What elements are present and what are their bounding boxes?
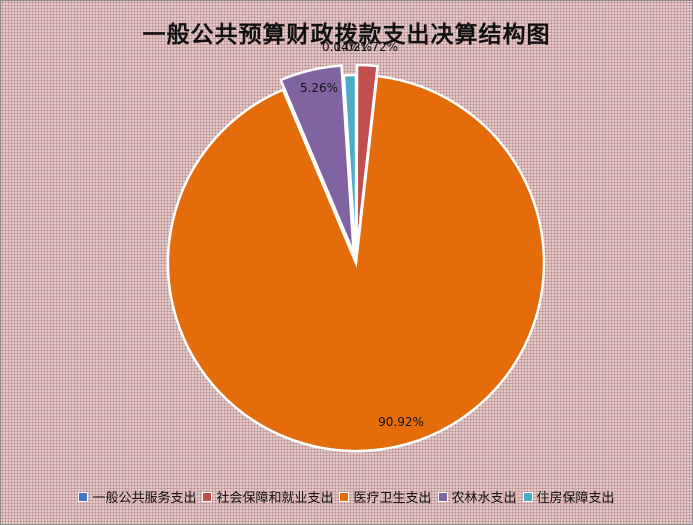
legend-label: 一般公共服务支出 (92, 491, 197, 506)
pie-slice-5 (342, 73, 358, 264)
chart-title: 一般公共预算财政拨款支出决算结构图 (142, 21, 551, 48)
legend-swatch (339, 491, 350, 502)
legend-item-5: 住房保障支出 (522, 487, 615, 506)
pie-slice-4 (279, 64, 355, 254)
legend-swatch (522, 491, 533, 502)
legend-label: 医疗卫生支出 (353, 491, 432, 506)
legend-item-2: 社会保障和就业支出 (202, 487, 333, 506)
legend-item-3: 医疗卫生支出 (339, 487, 432, 506)
legend-swatch (437, 491, 448, 502)
legend-item-4: 农林水支出 (437, 487, 517, 506)
legend-label: 农林水支出 (451, 491, 517, 506)
legend-swatch (78, 491, 89, 502)
data-label-3: 90.92% (378, 415, 424, 429)
legend-label: 社会保障和就业支出 (216, 491, 334, 506)
pie-slice-3 (166, 74, 546, 453)
legend-label: 住房保障支出 (536, 491, 615, 506)
data-label-1: 0.04% (322, 40, 360, 54)
data-label-4: 5.26% (300, 81, 338, 95)
legend: 一般公共服务支出 社会保障和就业支出 医疗卫生支出 农林水支出 住房保障支出 (1, 487, 692, 506)
data-label-5: 1.02% (334, 40, 372, 54)
legend-item-1: 一般公共服务支出 (78, 487, 196, 506)
data-label-2: 1.72% (360, 40, 398, 54)
legend-swatch (202, 491, 213, 502)
